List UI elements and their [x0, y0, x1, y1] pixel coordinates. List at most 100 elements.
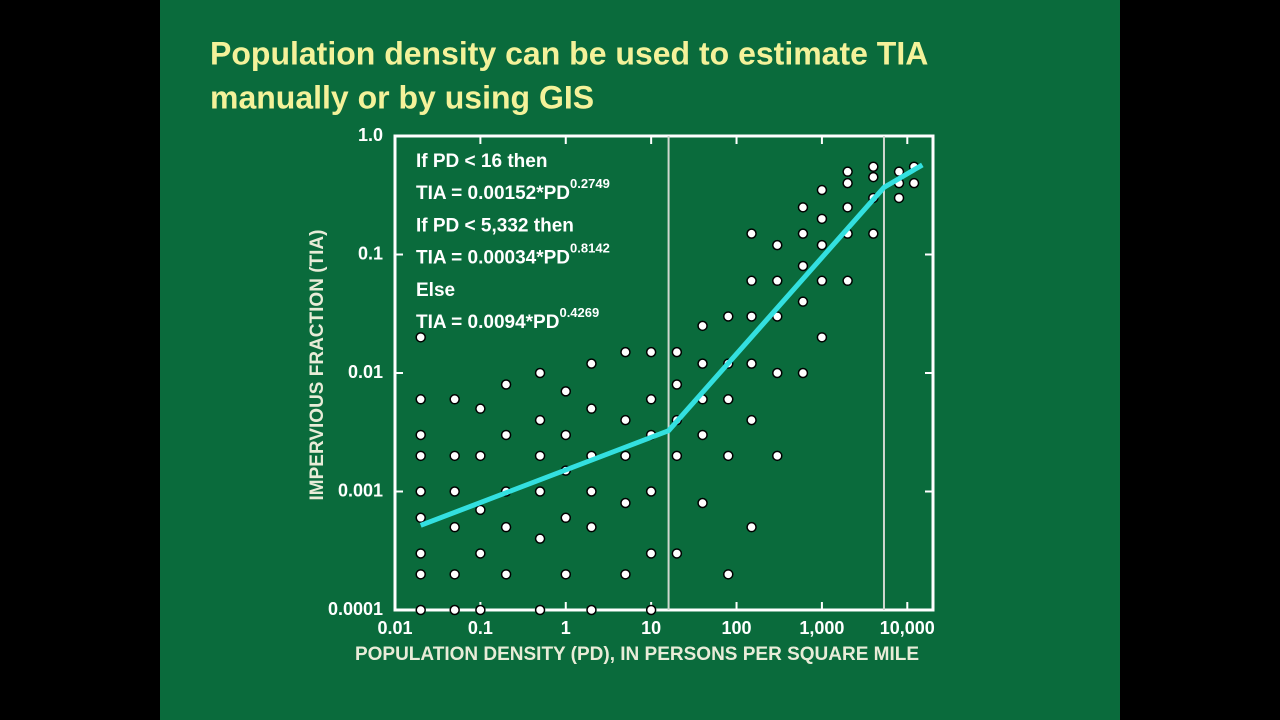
data-point [534, 367, 546, 379]
data-point [797, 202, 809, 213]
data-point [586, 604, 597, 616]
data-point [797, 260, 809, 272]
data-point [645, 486, 657, 497]
data-point [620, 450, 631, 462]
data-point [586, 486, 597, 497]
y-tick-label: 1.0 [358, 125, 383, 145]
data-point [475, 403, 486, 414]
data-point [746, 228, 757, 239]
data-point [449, 394, 460, 405]
data-point [475, 450, 486, 462]
data-point [500, 569, 512, 580]
data-point [772, 275, 783, 287]
annotation-text: TIA = 0.0094*PD [416, 312, 559, 333]
annotation-text: If PD < 5,332 then [416, 215, 574, 236]
data-point [534, 533, 546, 544]
data-point [816, 332, 828, 343]
data-point [645, 548, 657, 559]
data-point [746, 358, 757, 369]
data-point [586, 521, 597, 533]
data-point [697, 320, 708, 332]
data-point [415, 512, 426, 524]
data-point [500, 521, 512, 533]
data-point [842, 166, 853, 177]
x-tick-label: 0.1 [468, 618, 493, 638]
data-point [723, 311, 734, 322]
y-tick-label: 0.1 [358, 243, 383, 263]
data-point [816, 275, 828, 287]
data-point [475, 604, 486, 616]
data-point [586, 403, 597, 414]
data-point [645, 604, 657, 616]
annotation-exponent: 0.8142 [570, 241, 610, 256]
data-point [645, 346, 657, 358]
annotation-text: TIA = 0.00152*PD [416, 183, 570, 204]
x-axis-label: POPULATION DENSITY (PD), IN PERSONS PER … [355, 644, 919, 665]
data-point [746, 414, 757, 426]
data-point [534, 414, 546, 426]
x-tick-label: 1,000 [799, 618, 844, 638]
data-point [645, 394, 657, 405]
data-point [415, 604, 426, 616]
data-point [908, 177, 920, 189]
data-point [868, 228, 879, 239]
data-point [697, 358, 708, 369]
data-point [620, 346, 631, 358]
data-point [415, 486, 426, 497]
data-point [816, 239, 828, 251]
data-point [415, 569, 426, 580]
data-point [449, 450, 460, 462]
data-point [560, 512, 572, 524]
data-point [534, 486, 546, 497]
data-point [772, 367, 783, 379]
data-point [893, 192, 905, 204]
annotation: If PD < 5,332 then [416, 215, 574, 236]
data-point [868, 171, 879, 183]
data-point [475, 548, 486, 559]
x-tick-label: 1 [561, 618, 571, 638]
data-point [816, 213, 828, 225]
y-axis-label: IMPERVIOUS FRACTION (TIA) [307, 230, 328, 501]
annotation-text: If PD < 16 then [416, 151, 547, 172]
data-point [534, 450, 546, 462]
data-point [842, 177, 853, 189]
annotation: TIA = 0.0094*PD0.4269 [416, 305, 599, 333]
slide-title-line: Population density can be used to estima… [210, 35, 928, 71]
data-point [500, 379, 512, 390]
data-point [671, 346, 683, 358]
annotation-text: Else [416, 280, 455, 301]
x-tick-label: 100 [722, 618, 752, 638]
data-point [746, 521, 757, 533]
data-point [697, 429, 708, 441]
data-point [415, 332, 426, 343]
data-point [671, 450, 683, 462]
data-point [415, 429, 426, 441]
data-point [723, 394, 734, 405]
data-point [671, 379, 683, 390]
annotation-text: TIA = 0.00034*PD [416, 248, 570, 269]
data-point [620, 497, 631, 509]
data-point [723, 450, 734, 462]
annotation-exponent: 0.2749 [570, 177, 610, 192]
data-point [500, 429, 512, 441]
data-point [772, 239, 783, 251]
data-point [560, 429, 572, 441]
y-tick-label: 0.001 [338, 480, 383, 500]
data-point [671, 548, 683, 559]
data-point [620, 414, 631, 426]
data-point [586, 358, 597, 369]
data-point [560, 569, 572, 580]
data-point [746, 311, 757, 322]
data-point [449, 604, 460, 616]
data-point [842, 202, 853, 213]
data-point [842, 275, 853, 287]
annotation: TIA = 0.00152*PD0.2749 [416, 177, 610, 205]
data-point [475, 504, 486, 516]
x-tick-label: 10,000 [880, 618, 935, 638]
annotation: TIA = 0.00034*PD0.8142 [416, 241, 610, 269]
slide-title-line: manually or by using GIS [210, 79, 594, 115]
data-point [415, 450, 426, 462]
data-point [797, 296, 809, 307]
data-point [723, 569, 734, 580]
